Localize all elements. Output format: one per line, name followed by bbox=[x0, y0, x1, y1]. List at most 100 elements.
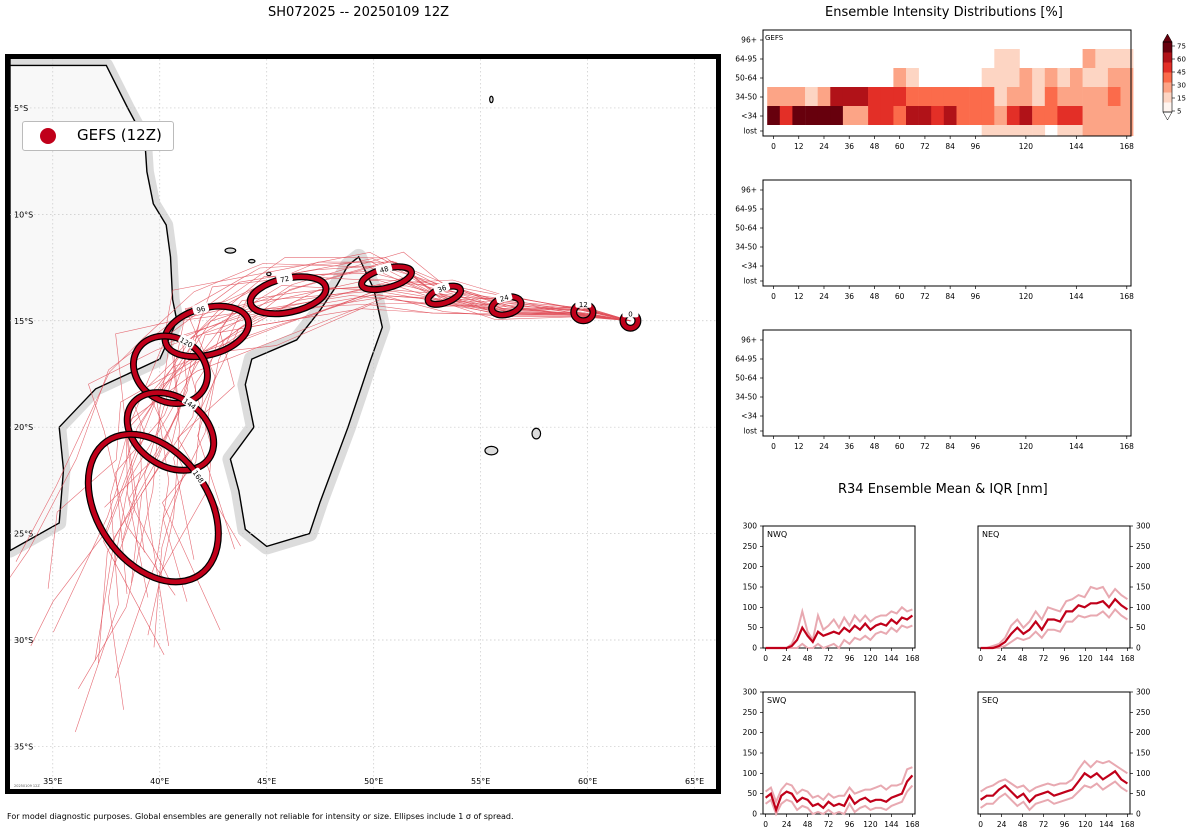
heatmap-row-label: lost bbox=[743, 127, 757, 136]
map-xtick-label: 50°E bbox=[364, 777, 383, 786]
heatmap-cell bbox=[767, 87, 781, 106]
r34-x-label: 96 bbox=[845, 654, 855, 663]
heatmap-cell bbox=[981, 68, 995, 87]
heatmap-cell bbox=[1120, 87, 1134, 106]
heatmap-cell bbox=[893, 106, 907, 125]
r34-y-label: 200 bbox=[743, 728, 758, 737]
r34-x-label: 72 bbox=[824, 820, 834, 829]
r34-y-label: 150 bbox=[743, 583, 758, 592]
map-ytick-label: 10°S bbox=[14, 210, 33, 219]
heatmap-cell bbox=[830, 106, 844, 125]
heatmap-cell bbox=[918, 87, 932, 106]
heatmap-cell bbox=[1107, 87, 1121, 106]
heatmap-row-label: 50-64 bbox=[735, 74, 757, 83]
heatmap-frame bbox=[762, 329, 1132, 437]
heatmap-cell bbox=[1057, 68, 1071, 87]
ellipse-label-bg bbox=[575, 298, 592, 308]
r34-y-label: 50 bbox=[1136, 789, 1146, 798]
heatmap-row-label: 96+ bbox=[741, 186, 757, 195]
heatmap-x-label: 48 bbox=[870, 442, 880, 451]
colorbar-tick-label: 15 bbox=[1177, 95, 1186, 103]
heatmap-cell bbox=[1095, 125, 1109, 136]
r34-y-label: 200 bbox=[1136, 728, 1151, 737]
heatmap-cell bbox=[943, 87, 957, 106]
heatmap-cell bbox=[1095, 49, 1109, 68]
forecast-ellipse-0: 0 bbox=[619, 308, 642, 332]
r34-y-label: 0 bbox=[752, 810, 757, 819]
colorbar-segment bbox=[1163, 62, 1172, 73]
r34-series-q25 bbox=[980, 780, 1128, 812]
ellipse-label: 48 bbox=[379, 265, 390, 275]
ensemble-track bbox=[147, 264, 631, 636]
colorbar-segment bbox=[1163, 52, 1172, 63]
heatmap-x-label: 144 bbox=[1069, 292, 1084, 301]
intensity-heatmap-gefs: GEFS 5 15 30 45 60 75 96+ 64-95 50-64 34-50 <34 lost… bbox=[735, 29, 1186, 151]
heatmap-cell bbox=[855, 106, 869, 125]
colorbar-tick-label: 75 bbox=[1177, 43, 1186, 51]
heatmap-x-label: 168 bbox=[1120, 442, 1135, 451]
heatmap-cell bbox=[1082, 106, 1096, 125]
colorbar-tick-label: 45 bbox=[1177, 69, 1186, 77]
r34-x-label: 72 bbox=[1039, 654, 1049, 663]
heatmap-x-label: 0 bbox=[771, 292, 776, 301]
ellipse-label: 24 bbox=[499, 293, 510, 303]
ensemble-track bbox=[162, 251, 631, 631]
heatmap-cell bbox=[906, 87, 919, 106]
heatmap-cell bbox=[969, 106, 982, 125]
intensity-title: Ensemble Intensity Distributions [%] bbox=[825, 5, 1063, 20]
heatmap-cell bbox=[1070, 87, 1083, 106]
heatmap-row-label: 34-50 bbox=[735, 393, 757, 402]
r34-x-label: 168 bbox=[1120, 654, 1135, 663]
ensemble-track bbox=[126, 278, 631, 553]
r34-frame bbox=[977, 525, 1131, 649]
intensity-heatmap-empty-2: 96+ 64-95 50-64 34-50 <34 lost 0 12 24 36 48 60 72 84… bbox=[735, 329, 1134, 451]
r34-x-label: 24 bbox=[997, 820, 1007, 829]
heatmap-cell bbox=[1120, 125, 1134, 136]
heatmap-cell bbox=[817, 106, 831, 125]
heatmap-cell bbox=[1032, 87, 1046, 106]
ensemble-track bbox=[98, 283, 631, 663]
heatmap-x-label: 60 bbox=[895, 292, 905, 301]
heatmap-x-label: 96 bbox=[971, 442, 981, 451]
heatmap-cell bbox=[1120, 106, 1134, 125]
heatmap-cell bbox=[1107, 106, 1121, 125]
heatmap-cell bbox=[1070, 106, 1083, 125]
heatmap-cell bbox=[1044, 106, 1058, 125]
heatmap-cell bbox=[893, 68, 907, 87]
r34-swq-chart: SWQ 0 24 48 72 96 120 144 168 0 50 100 150 200 250 300 bbox=[743, 688, 920, 830]
colorbar-tick-label: 60 bbox=[1177, 56, 1186, 64]
r34-quadrant-label: SWQ bbox=[767, 696, 786, 705]
r34-quadrant-label: SEQ bbox=[982, 696, 998, 705]
ensemble-track bbox=[144, 261, 631, 646]
r34-x-label: 48 bbox=[803, 820, 813, 829]
r34-x-label: 0 bbox=[978, 654, 983, 663]
map-legend: GEFS (12Z) bbox=[22, 121, 174, 151]
heatmap-x-label: 168 bbox=[1120, 292, 1135, 301]
heatmap-frame-top bbox=[762, 29, 1132, 137]
ellipse-label-bg bbox=[178, 334, 196, 349]
r34-y-label: 250 bbox=[1136, 708, 1151, 717]
heatmap-x-label: 36 bbox=[844, 142, 854, 151]
heatmap-x-label: 36 bbox=[844, 442, 854, 451]
heatmap-cell bbox=[1032, 106, 1046, 125]
heatmap-cell bbox=[1082, 68, 1096, 87]
heatmap-cell bbox=[1006, 87, 1020, 106]
ellipse-label-bg bbox=[181, 395, 199, 411]
heatmap-row-label: 64-95 bbox=[735, 205, 757, 214]
heatmap-x-label: 84 bbox=[945, 142, 955, 151]
r34-quadrant-label: NEQ bbox=[982, 530, 999, 539]
heatmap-cell bbox=[1095, 68, 1109, 87]
ellipse-label-bg bbox=[495, 291, 513, 304]
forecast-ellipse-72: 72 bbox=[246, 272, 330, 318]
r34-series-q25 bbox=[980, 607, 1128, 649]
heatmap-x-label: 96 bbox=[971, 292, 981, 301]
colorbar-segment bbox=[1163, 102, 1172, 113]
heatmap-cell bbox=[1120, 68, 1134, 87]
heatmap-cell bbox=[1006, 125, 1020, 136]
forecast-ellipse-12: 12 bbox=[570, 298, 597, 325]
heatmap-x-label: 48 bbox=[870, 292, 880, 301]
r34-x-label: 120 bbox=[863, 654, 878, 663]
heatmap-cell bbox=[956, 106, 970, 125]
colorbar-tick-label: 5 bbox=[1177, 108, 1181, 116]
heatmap-row-label: lost bbox=[743, 427, 757, 436]
